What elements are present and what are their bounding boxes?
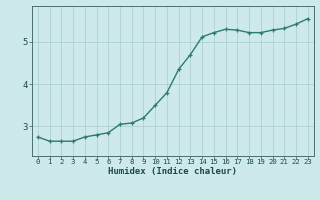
X-axis label: Humidex (Indice chaleur): Humidex (Indice chaleur) — [108, 167, 237, 176]
